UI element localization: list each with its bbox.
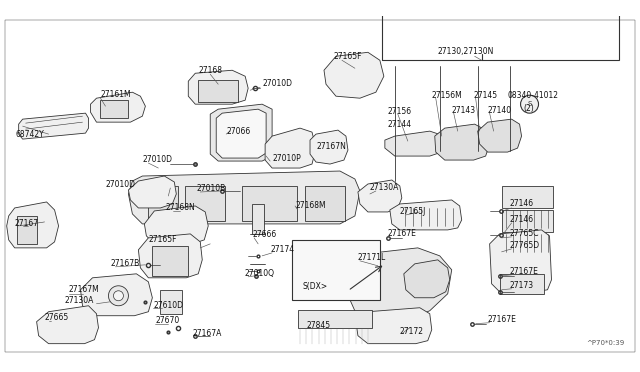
Text: 27010D: 27010D: [262, 79, 292, 88]
Bar: [17, 216, 36, 244]
Bar: [382, 0, 620, 60]
Bar: [198, 80, 238, 102]
Bar: [152, 246, 188, 276]
Text: 27167E: 27167E: [388, 230, 417, 238]
Polygon shape: [310, 130, 348, 164]
Text: 27172: 27172: [400, 327, 424, 336]
Text: 27171L: 27171L: [358, 253, 386, 262]
Text: ^P70*0:39: ^P70*0:39: [586, 340, 625, 346]
Text: 27143: 27143: [452, 106, 476, 115]
Text: 27165J: 27165J: [400, 208, 426, 217]
Text: 27130,27130N: 27130,27130N: [438, 47, 494, 56]
Text: 27145: 27145: [474, 91, 498, 100]
Text: 27765C: 27765C: [509, 230, 539, 238]
Polygon shape: [90, 92, 145, 122]
Text: 27670: 27670: [156, 316, 180, 325]
Polygon shape: [6, 202, 59, 248]
Polygon shape: [358, 180, 402, 212]
Text: 27165F: 27165F: [334, 52, 362, 61]
Polygon shape: [129, 171, 360, 224]
Text: 27146: 27146: [509, 215, 534, 224]
Bar: [500, 274, 543, 294]
Text: 27168N: 27168N: [165, 203, 195, 212]
Circle shape: [520, 95, 538, 113]
Text: 27168M: 27168M: [295, 202, 326, 211]
Bar: [502, 186, 554, 208]
Text: 27167N: 27167N: [316, 142, 346, 151]
Text: 27130A: 27130A: [65, 296, 94, 305]
Polygon shape: [216, 109, 266, 158]
Bar: [148, 186, 179, 221]
Text: 68742Y: 68742Y: [15, 129, 44, 139]
Text: 27167: 27167: [15, 219, 39, 228]
Bar: [502, 210, 554, 232]
Circle shape: [108, 286, 129, 306]
Text: (2): (2): [524, 104, 534, 113]
Text: 27146: 27146: [509, 199, 534, 208]
Bar: [186, 186, 225, 221]
Polygon shape: [490, 230, 552, 292]
Polygon shape: [36, 306, 99, 344]
Text: 27167E: 27167E: [488, 315, 516, 324]
Text: 27666: 27666: [252, 230, 276, 240]
Bar: [298, 310, 372, 328]
Text: 27173: 27173: [509, 281, 534, 290]
Text: 27161M: 27161M: [100, 90, 131, 99]
Text: 27765D: 27765D: [509, 241, 540, 250]
Text: 27168: 27168: [198, 66, 222, 75]
Polygon shape: [350, 248, 452, 328]
Text: 27010D: 27010D: [142, 154, 172, 164]
Bar: [292, 240, 380, 300]
Text: 27066: 27066: [226, 126, 250, 136]
Text: 27167B: 27167B: [111, 259, 140, 268]
Polygon shape: [19, 113, 88, 139]
Text: 27140: 27140: [488, 106, 512, 115]
Text: 27167E: 27167E: [509, 267, 538, 276]
Text: 27010Q: 27010Q: [244, 269, 274, 278]
Text: S: S: [527, 101, 532, 107]
Text: 27610D: 27610D: [154, 301, 184, 310]
Text: 27665: 27665: [45, 313, 69, 322]
Polygon shape: [324, 52, 384, 98]
Polygon shape: [138, 234, 202, 278]
Polygon shape: [210, 104, 272, 161]
Polygon shape: [356, 308, 432, 344]
Text: 27165F: 27165F: [148, 235, 177, 244]
Bar: [242, 186, 297, 221]
Polygon shape: [145, 206, 208, 244]
Text: 08340-41012: 08340-41012: [508, 91, 559, 100]
Bar: [100, 100, 129, 118]
Polygon shape: [129, 176, 176, 208]
Text: 27167A: 27167A: [192, 329, 221, 338]
Polygon shape: [81, 274, 152, 316]
Polygon shape: [390, 200, 461, 230]
Bar: [252, 204, 264, 234]
Polygon shape: [404, 260, 450, 298]
Polygon shape: [477, 119, 522, 152]
Text: 27010B: 27010B: [196, 185, 225, 193]
Bar: [305, 186, 345, 221]
Text: 27010D: 27010D: [106, 180, 136, 189]
Text: 27156: 27156: [388, 107, 412, 116]
Text: 27144: 27144: [388, 120, 412, 129]
Text: 27130A: 27130A: [370, 183, 399, 192]
Polygon shape: [385, 131, 445, 156]
Text: S(DX>: S(DX>: [302, 282, 327, 291]
Text: 27174: 27174: [270, 246, 294, 254]
Text: 27167M: 27167M: [68, 285, 99, 294]
Polygon shape: [265, 128, 316, 168]
Text: 27845: 27845: [306, 321, 330, 330]
Bar: [161, 290, 182, 314]
Circle shape: [113, 291, 124, 301]
Text: 27156M: 27156M: [432, 91, 463, 100]
Polygon shape: [435, 124, 490, 160]
Polygon shape: [188, 70, 248, 104]
Text: 27010P: 27010P: [272, 154, 301, 163]
